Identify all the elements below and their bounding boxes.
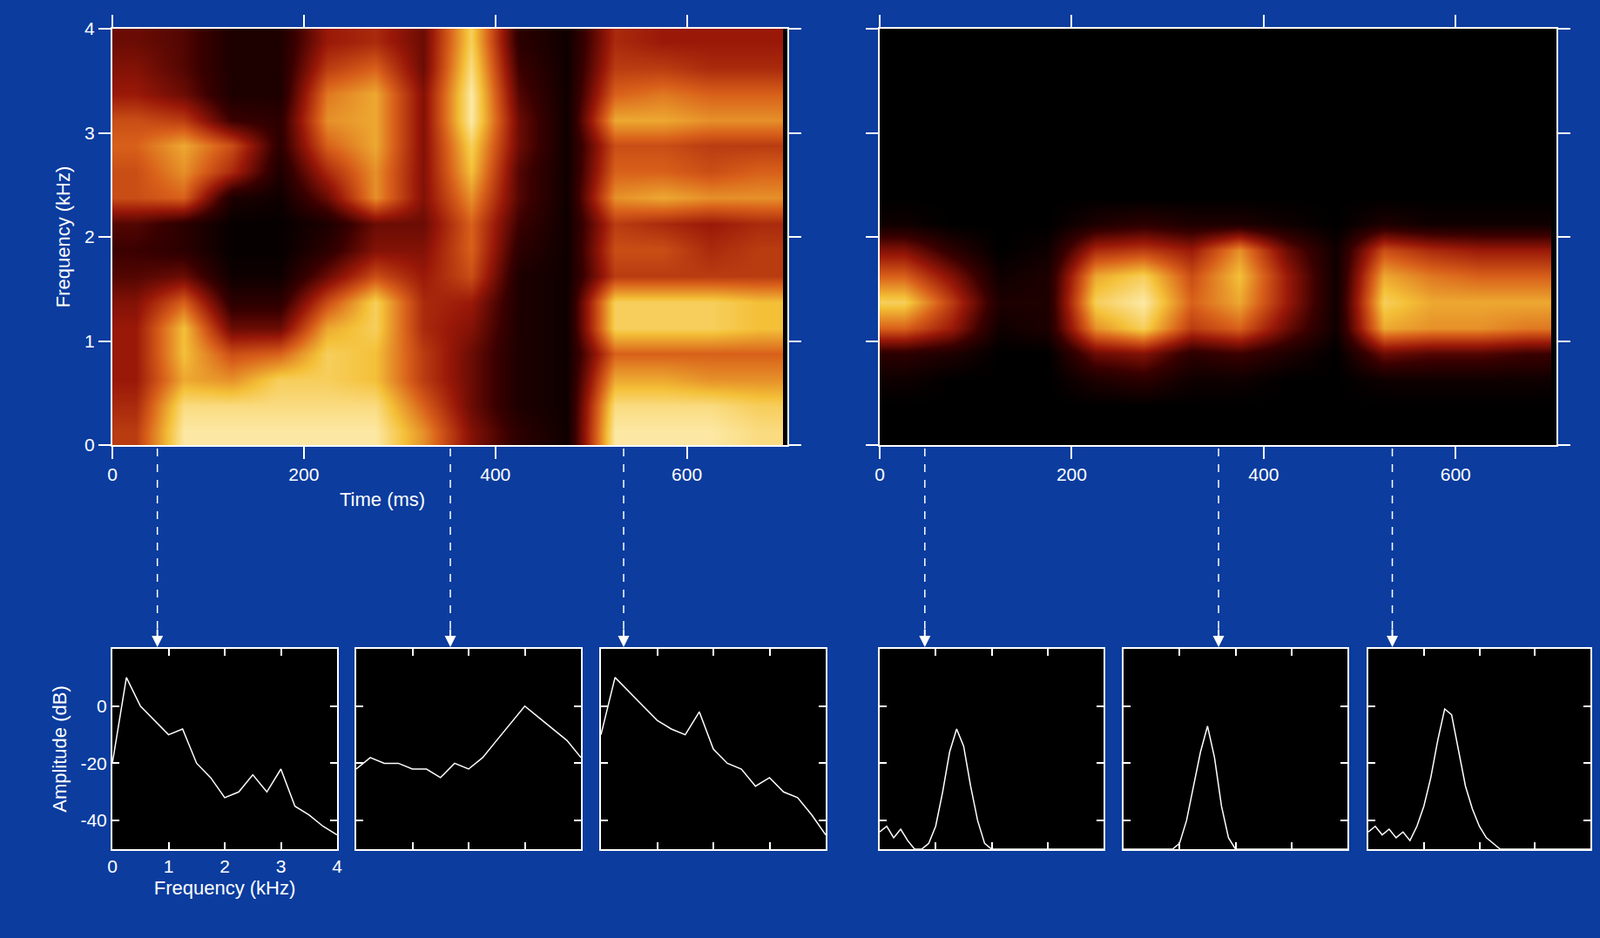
svg-text:1: 1 xyxy=(84,330,95,352)
svg-text:Time (ms): Time (ms) xyxy=(339,488,426,511)
svg-text:Frequency (kHz): Frequency (kHz) xyxy=(154,877,297,899)
svg-text:0: 0 xyxy=(107,856,118,877)
svg-text:4: 4 xyxy=(331,856,343,877)
svg-text:Amplitude (dB): Amplitude (dB) xyxy=(48,685,71,813)
svg-text:3: 3 xyxy=(84,122,95,143)
svg-text:0: 0 xyxy=(107,464,118,485)
svg-text:-40: -40 xyxy=(80,810,107,831)
svg-text:0: 0 xyxy=(96,695,108,716)
svg-text:600: 600 xyxy=(671,464,703,485)
svg-text:1: 1 xyxy=(163,856,175,877)
svg-text:Frequency (kHz): Frequency (kHz) xyxy=(52,166,75,309)
svg-text:400: 400 xyxy=(1248,464,1279,485)
svg-text:0: 0 xyxy=(84,434,95,455)
svg-text:200: 200 xyxy=(1056,464,1087,485)
svg-text:4: 4 xyxy=(84,18,95,39)
svg-text:-20: -20 xyxy=(80,753,107,774)
svg-text:2: 2 xyxy=(84,226,95,247)
svg-text:0: 0 xyxy=(874,464,885,485)
svg-text:200: 200 xyxy=(288,464,319,485)
svg-text:2: 2 xyxy=(219,856,230,877)
svg-text:3: 3 xyxy=(276,856,287,877)
svg-text:400: 400 xyxy=(479,464,511,485)
svg-text:600: 600 xyxy=(1440,464,1472,485)
